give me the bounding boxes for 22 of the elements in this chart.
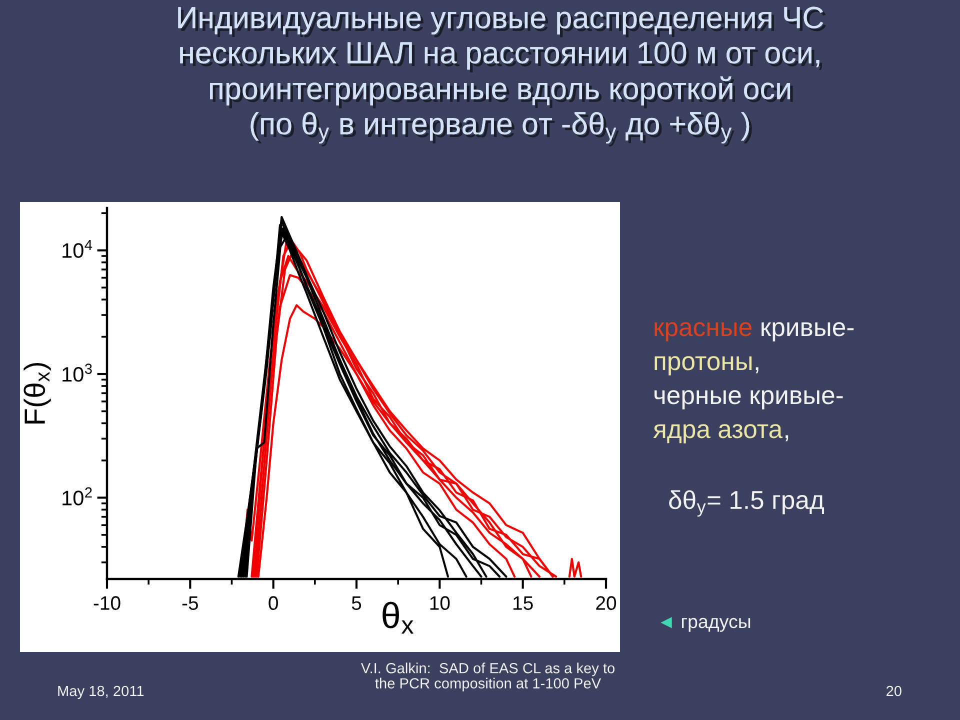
text: ◄ градусы <box>660 617 750 632</box>
text: δθ$_{y}$= 1.5 град <box>669 490 824 517</box>
text: V.I. Galkin: SAD of EAS CL as a key to the PCR composition at 1-100 PeV <box>360 662 615 692</box>
y-tick-label: 10$^{4}$ <box>62 240 92 258</box>
x-tick-label: 15 <box>514 596 533 610</box>
x-tick-label: -5 <box>182 596 198 610</box>
text: черные кривые- <box>654 390 843 410</box>
text: протоны, <box>654 356 758 376</box>
y-tick-label: 10$^{2}$ <box>62 487 92 506</box>
chart-title: Индивидуальные угловые распределения ЧС нескольких ШАЛ на расстоянии 100 м от оси, проинтегрированные вдоль короткой оси (по θ$_{y}$ в интервале от -δθ$_{y}$ до +δθ$_{y}$ ) <box>178 6 824 144</box>
text: 20 <box>886 686 902 696</box>
x-tick-label: 5 <box>352 596 362 610</box>
text: ядра азота, <box>653 424 788 444</box>
x-tick-label: 10 <box>430 596 450 610</box>
x-tick-label: 20 <box>596 596 616 610</box>
x-axis-title: θ$_{x}$ <box>382 602 414 634</box>
text: May 18, 2011 <box>58 686 144 700</box>
y-tick-label: 10$^{3}$ <box>62 364 92 382</box>
x-tick-label: -10 <box>94 596 120 610</box>
y-axis-title: F(θ$_{x}$) <box>24 362 51 424</box>
x-tick-label: 0 <box>268 596 278 610</box>
text: красные кривые- <box>654 322 854 342</box>
